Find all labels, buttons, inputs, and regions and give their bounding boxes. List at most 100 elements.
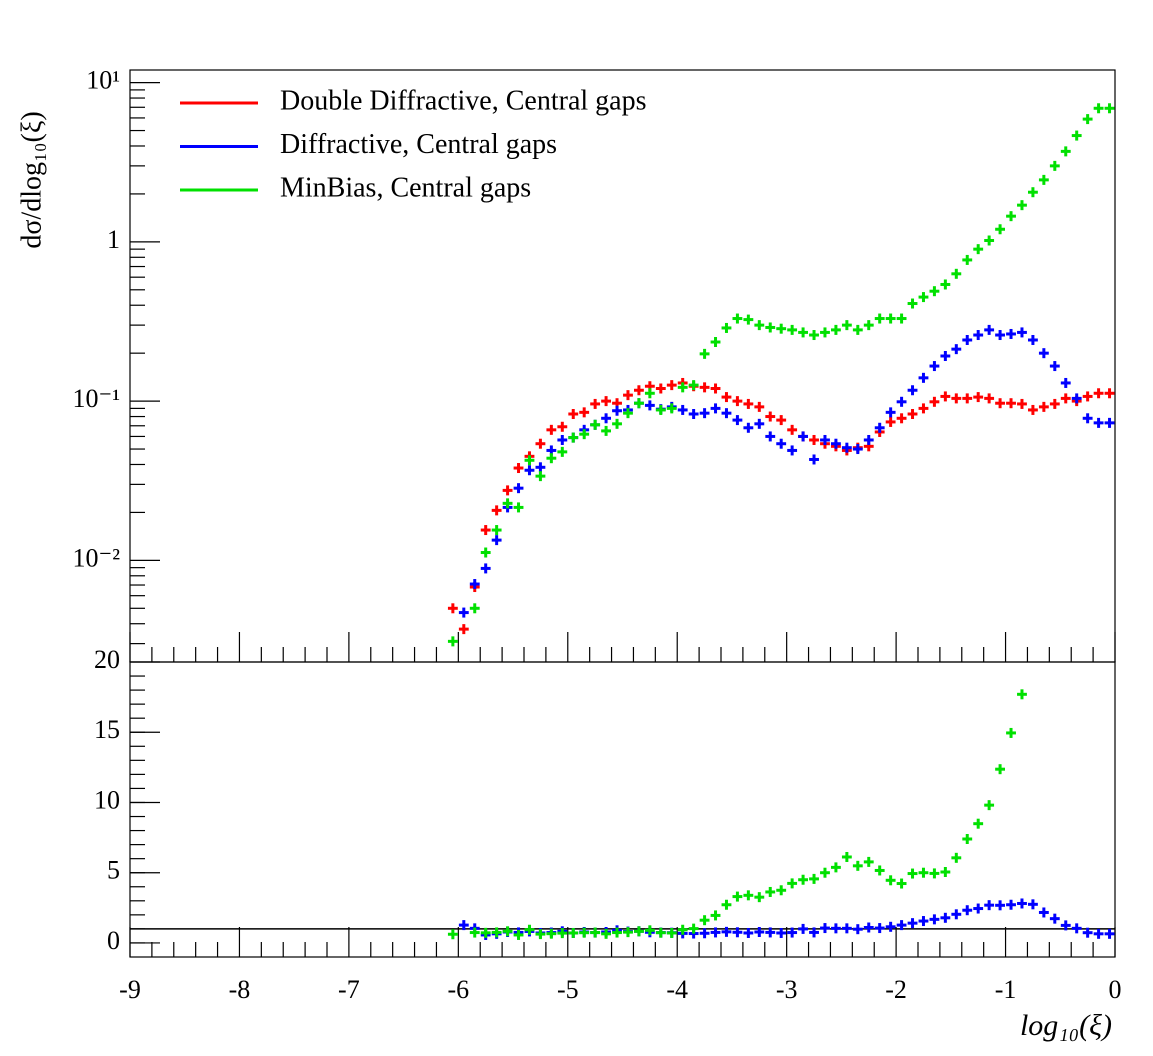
data-point bbox=[765, 886, 776, 897]
y-tick-label: 10¹ bbox=[86, 66, 120, 95]
data-point bbox=[590, 419, 601, 430]
data-point bbox=[612, 418, 622, 429]
y-tick-label: 1 bbox=[107, 225, 120, 254]
data-point bbox=[447, 603, 458, 614]
data-point bbox=[995, 330, 1006, 341]
data-point bbox=[568, 408, 579, 419]
data-point bbox=[951, 344, 962, 355]
data-point bbox=[787, 878, 798, 889]
y-tick-label: 0 bbox=[107, 926, 120, 955]
data-point bbox=[787, 424, 798, 435]
data-point bbox=[458, 607, 469, 618]
x-axis-label: log₁₀(ξ) bbox=[1020, 1009, 1112, 1042]
data-point bbox=[787, 927, 798, 938]
data-point bbox=[929, 396, 940, 407]
data-point bbox=[491, 927, 502, 938]
data-point bbox=[568, 927, 579, 938]
data-point bbox=[863, 922, 874, 933]
data-point bbox=[1028, 611, 1038, 621]
data-point bbox=[776, 438, 787, 449]
data-point bbox=[601, 413, 612, 424]
plot-area bbox=[447, 73, 1115, 940]
data-point bbox=[1017, 898, 1027, 909]
data-point bbox=[732, 313, 743, 324]
data-point bbox=[491, 535, 502, 546]
data-point bbox=[951, 268, 962, 279]
data-point bbox=[535, 929, 546, 940]
data-point bbox=[1060, 377, 1071, 388]
data-point bbox=[513, 502, 524, 513]
y-tick-label: 20 bbox=[94, 645, 120, 674]
plot-area bbox=[447, 103, 1115, 647]
data-point bbox=[666, 403, 677, 414]
data-point bbox=[655, 927, 666, 938]
y-tick-label: 10 bbox=[94, 785, 120, 814]
data-point bbox=[820, 923, 830, 934]
data-point bbox=[929, 914, 940, 925]
data-point bbox=[743, 890, 754, 901]
data-point bbox=[1049, 361, 1060, 372]
data-point bbox=[633, 398, 644, 409]
data-point bbox=[973, 244, 984, 255]
data-point bbox=[1104, 417, 1115, 428]
data-point bbox=[995, 900, 1006, 911]
data-point bbox=[732, 415, 743, 426]
data-point bbox=[852, 444, 863, 455]
data-point bbox=[951, 393, 962, 404]
data-point bbox=[710, 403, 721, 414]
data-point bbox=[1027, 334, 1038, 345]
data-point bbox=[841, 320, 852, 331]
data-point bbox=[732, 927, 743, 938]
x-tick-label: -2 bbox=[885, 975, 907, 1004]
data-point bbox=[863, 856, 874, 867]
data-point bbox=[951, 909, 962, 920]
legend-label: Diffractive, Central gaps bbox=[280, 129, 557, 160]
data-point bbox=[699, 348, 710, 359]
data-point bbox=[546, 453, 557, 464]
data-point bbox=[633, 385, 644, 396]
data-point bbox=[896, 413, 907, 424]
data-point bbox=[874, 923, 885, 934]
y-tick-label: 10⁻¹ bbox=[72, 384, 120, 413]
data-point bbox=[677, 404, 688, 415]
data-point bbox=[809, 927, 819, 938]
data-point bbox=[524, 455, 535, 466]
data-point bbox=[1006, 899, 1016, 910]
data-point bbox=[1082, 391, 1093, 402]
data-point bbox=[830, 438, 841, 449]
data-point bbox=[962, 834, 973, 844]
data-point bbox=[710, 910, 721, 921]
data-point bbox=[1017, 327, 1027, 338]
data-point bbox=[699, 382, 710, 393]
x-tick-label: -8 bbox=[229, 975, 251, 1004]
data-point bbox=[973, 392, 984, 403]
data-point bbox=[743, 314, 754, 325]
data-point bbox=[1082, 927, 1093, 938]
y-tick-label: 5 bbox=[107, 856, 120, 885]
data-point bbox=[535, 471, 546, 482]
data-point bbox=[1006, 328, 1016, 339]
data-point bbox=[940, 279, 951, 290]
data-point bbox=[885, 416, 896, 427]
data-point bbox=[874, 865, 885, 876]
data-point bbox=[995, 764, 1006, 775]
data-point bbox=[480, 547, 491, 558]
data-point bbox=[1049, 160, 1060, 171]
data-point bbox=[1017, 398, 1027, 409]
data-point bbox=[820, 434, 830, 445]
data-point bbox=[984, 800, 995, 811]
data-point bbox=[809, 454, 819, 465]
data-point bbox=[787, 324, 798, 335]
data-point bbox=[962, 905, 973, 916]
data-point bbox=[1105, 73, 1115, 83]
data-point bbox=[601, 425, 612, 436]
data-point bbox=[798, 923, 809, 934]
data-point bbox=[1093, 388, 1104, 399]
data-point bbox=[918, 867, 929, 878]
y-axis-label: dσ/dlog₁₀(ξ) bbox=[16, 111, 47, 248]
data-point bbox=[743, 422, 754, 433]
data-point bbox=[590, 927, 601, 938]
data-point bbox=[874, 313, 885, 324]
data-point bbox=[721, 322, 732, 333]
data-point bbox=[623, 927, 633, 938]
